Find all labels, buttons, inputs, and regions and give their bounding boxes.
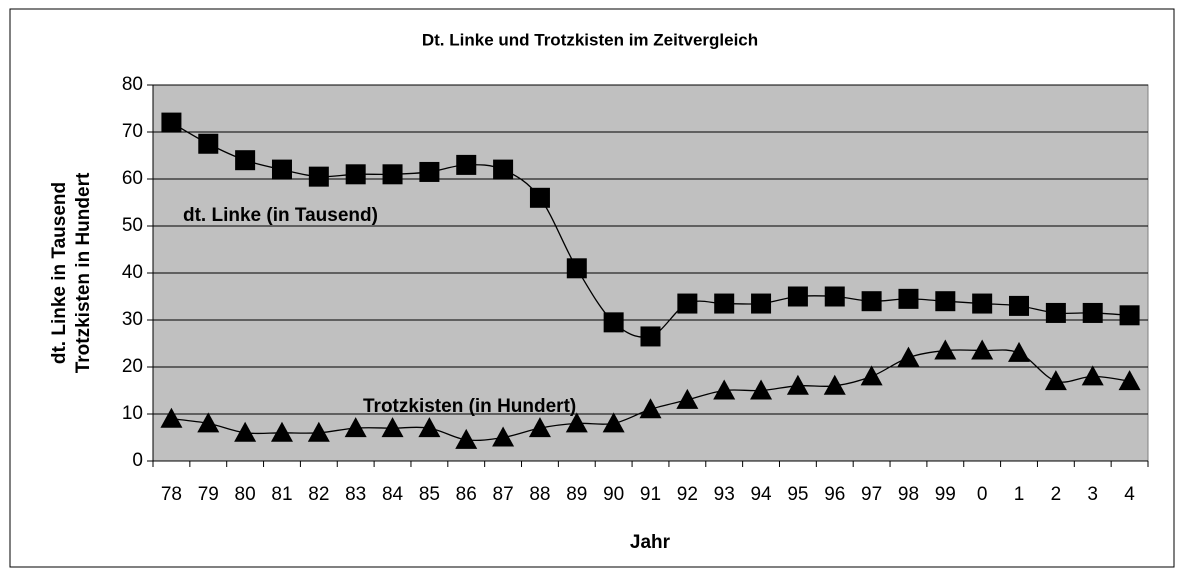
marker [823,374,846,395]
marker [750,379,773,400]
marker [713,379,736,400]
marker [824,286,845,307]
x-tick-label: 88 [529,484,550,505]
marker [270,421,293,442]
marker [787,286,808,307]
x-tick-label: 85 [419,484,440,505]
x-axis-label: Jahr [630,532,671,553]
marker [418,417,441,438]
marker [381,417,404,438]
y-tick-label: 50 [122,215,143,236]
marker [455,428,478,449]
marker [1045,302,1066,323]
x-tick-label: 81 [271,484,292,505]
marker [1008,341,1031,362]
y-tick-label: 0 [132,450,143,471]
marker [861,291,882,312]
x-tick-label: 97 [861,484,882,505]
x-tick-label: 4 [1124,484,1135,505]
annotation: dt. Linke (in Tausend) [183,205,378,226]
x-tick-label: 84 [382,484,404,505]
x-tick-label: 1 [1014,484,1025,505]
marker [897,346,920,367]
marker [271,159,292,180]
marker [751,293,772,314]
x-tick-label: 0 [977,484,988,505]
chart-title: Dt. Linke und Trotzkisten im Zeitverglei… [422,30,758,49]
marker [602,412,625,433]
x-tick-label: 92 [677,484,698,505]
y-tick-label: 20 [122,356,143,377]
marker [160,407,183,428]
marker [528,417,551,438]
x-tick-label: 83 [345,484,366,505]
y-tick-label: 30 [122,309,143,330]
x-tick-label: 2 [1051,484,1062,505]
x-tick-label: 78 [161,484,182,505]
y-tick-label: 40 [122,262,143,283]
marker [1082,302,1103,323]
marker [714,293,735,314]
marker [639,398,662,419]
marker [972,293,993,314]
x-tick-label: 94 [750,484,772,505]
marker [419,161,440,182]
y-axis-label: dt. Linke in Tausend [49,182,70,364]
marker [197,412,220,433]
x-tick-label: 93 [714,484,735,505]
marker [1081,365,1104,386]
x-tick-label: 95 [787,484,808,505]
marker [898,288,919,309]
marker [1119,305,1140,326]
x-tick-label: 90 [603,484,624,505]
marker [566,258,587,279]
y-tick-label: 80 [122,74,143,95]
marker [1118,370,1141,391]
marker [234,421,257,442]
x-tick-label: 98 [898,484,919,505]
y-tick-label: 10 [122,403,143,424]
marker [161,112,182,133]
marker [307,421,330,442]
y-tick-label: 70 [122,121,143,142]
marker [198,133,219,154]
marker [1009,295,1030,316]
annotation: Trotzkisten (in Hundert) [363,396,576,417]
x-tick-label: 87 [493,484,514,505]
x-tick-label: 3 [1087,484,1098,505]
marker [529,187,550,208]
x-tick-label: 96 [824,484,845,505]
y-tick-label: 60 [122,168,143,189]
marker [235,150,256,171]
marker [345,164,366,185]
marker [382,164,403,185]
marker [492,426,515,447]
y-axis-label: Trotzkisten in Hundert [73,172,94,373]
marker [860,365,883,386]
x-tick-label: 89 [566,484,587,505]
marker [786,374,809,395]
x-tick-label: 79 [198,484,219,505]
marker [456,154,477,175]
x-tick-label: 99 [935,484,956,505]
marker [676,388,699,409]
marker [344,417,367,438]
x-tick-label: 80 [235,484,256,505]
marker [935,291,956,312]
x-tick-label: 82 [308,484,329,505]
marker [565,412,588,433]
x-tick-label: 86 [456,484,477,505]
marker [308,166,329,187]
marker [1044,370,1067,391]
marker [971,339,994,360]
marker [493,159,514,180]
marker [934,339,957,360]
marker [603,312,624,333]
marker [677,293,698,314]
marker [640,326,661,347]
x-tick-label: 91 [640,484,661,505]
